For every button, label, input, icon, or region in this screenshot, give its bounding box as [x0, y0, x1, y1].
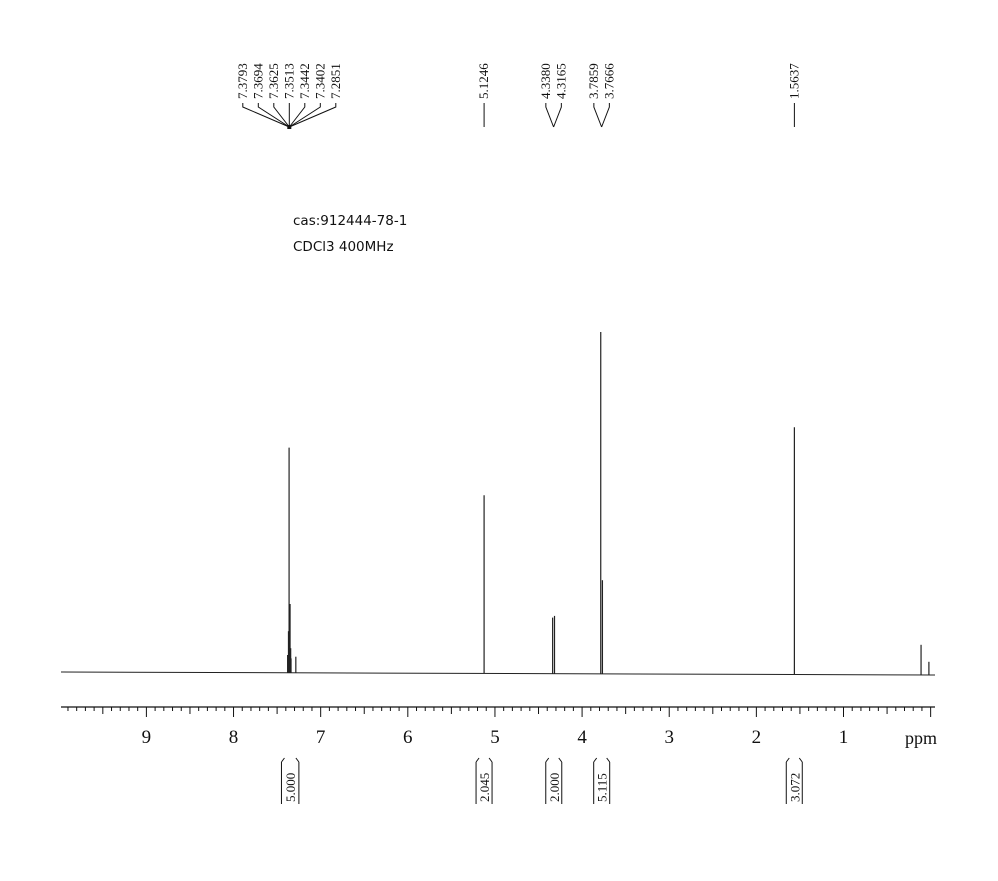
- peak-shift-label: 7.3793: [235, 63, 250, 99]
- peak-leader-line: [288, 103, 306, 128]
- peak-shift-label: 1.5637: [786, 63, 801, 99]
- ppm-axis: 9 8 7 6 5 4 3 2 1 ppm: [61, 706, 937, 748]
- solvent-frequency-label: CDCl3 400MHz: [293, 239, 394, 255]
- peak-shift-label: 7.2851: [328, 63, 343, 99]
- x-tick-label: 9: [142, 727, 152, 748]
- integral-bracket: [785, 757, 803, 804]
- integral-value: 5.115: [595, 773, 610, 802]
- peak-shift-label: 5.1246: [476, 63, 491, 99]
- peak-leader-line: [257, 103, 290, 128]
- peak-shift-label: 3.7859: [586, 63, 601, 99]
- x-tick-label: 7: [316, 727, 326, 748]
- peak-leader-line: [289, 103, 337, 128]
- x-tick-label: 3: [664, 727, 674, 748]
- integral-value: 3.072: [787, 773, 802, 802]
- peak-shift-label: 7.3442: [297, 63, 312, 99]
- integral-bracket: [475, 757, 493, 804]
- peak-shift-label: 7.3694: [250, 63, 265, 99]
- integral-layer: 5.000 2.045 2.000 5.115 3.072: [280, 757, 803, 804]
- cas-number-label: cas:912444-78-1: [293, 213, 408, 229]
- peak-leader-junction: [287, 125, 292, 129]
- x-tick-label: 8: [229, 727, 239, 748]
- integral-value: 5.000: [283, 773, 298, 802]
- x-tick-label: 2: [752, 727, 762, 748]
- x-tick-label: 1: [839, 727, 849, 748]
- integral-bracket: [545, 757, 563, 804]
- peak-leader-line: [242, 103, 290, 128]
- peak-shift-label: 4.3165: [553, 63, 568, 99]
- x-tick-label: 4: [577, 727, 587, 748]
- peak-shift-label: 3.7666: [601, 63, 616, 99]
- peak-leader-line: [553, 103, 562, 128]
- x-axis-label: ppm: [905, 728, 937, 748]
- peak-leader-line: [593, 103, 603, 128]
- peak-shift-label: 4.3380: [538, 63, 553, 99]
- x-tick-label: 6: [403, 727, 413, 748]
- peak-shift-label: 7.3625: [266, 63, 281, 99]
- integral-bracket: [593, 757, 611, 804]
- peak-shift-label: 7.3402: [312, 63, 327, 99]
- peak-leader-line: [601, 103, 610, 128]
- integral-value: 2.045: [477, 773, 492, 802]
- spectrum-baseline: [60, 671, 936, 676]
- x-tick-label: 5: [490, 727, 500, 748]
- peak-shift-label: 7.3513: [281, 63, 296, 99]
- integral-bracket: [280, 757, 300, 804]
- peak-label-layer: 7.3793 7.3694 7.3625 7.3513 7.3442 7.3402 7.28…: [235, 63, 801, 129]
- integral-value: 2.000: [547, 773, 562, 802]
- peak-leader-line: [273, 103, 290, 128]
- peak-leader-line: [289, 103, 321, 128]
- spectrum-layer: [60, 332, 936, 676]
- peak-leader-line: [545, 103, 555, 128]
